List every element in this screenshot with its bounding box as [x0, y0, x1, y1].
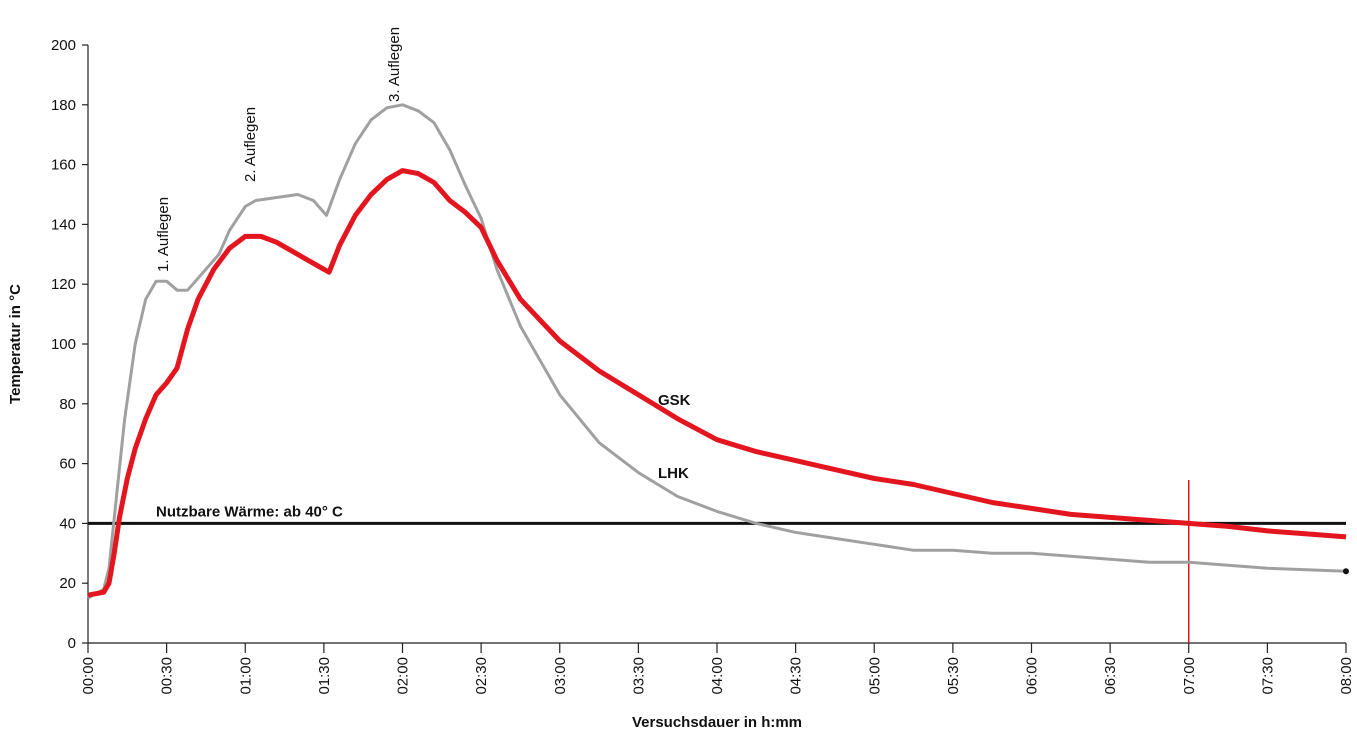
y-tick-label: 0	[68, 635, 76, 652]
y-tick-label: 120	[51, 276, 76, 293]
x-tick-label: 05:00	[866, 657, 883, 695]
y-tick-label: 100	[51, 336, 76, 353]
series-line	[87, 168, 1347, 598]
y-tick-label: 40	[59, 515, 76, 532]
x-tick-label: 01:00	[237, 657, 254, 695]
x-tick-label: 00:00	[80, 657, 97, 695]
annotation: 2. Auflegen	[242, 107, 259, 182]
x-tick-label: 07:30	[1259, 657, 1276, 695]
series-label: LHK	[658, 465, 689, 482]
y-tick-label: 180	[51, 97, 76, 114]
y-axis-label: Temperatur in °C	[7, 284, 24, 404]
series-line	[87, 103, 1347, 600]
x-tick-label: 06:30	[1102, 657, 1119, 695]
y-tick-label: 160	[51, 157, 76, 174]
y-tick-label: 200	[51, 37, 76, 54]
x-tick-label: 06:00	[1024, 657, 1041, 695]
x-tick-label: 01:30	[316, 657, 333, 695]
x-tick-label: 07:00	[1181, 657, 1198, 695]
series-label: GSK	[658, 392, 691, 409]
threshold-label: Nutzbare Wärme: ab 40° C	[156, 503, 343, 520]
x-tick-label: 03:30	[630, 657, 647, 695]
x-tick-label: 02:00	[395, 657, 412, 695]
x-tick-label: 08:00	[1338, 657, 1355, 695]
x-axis-label: Versuchsdauer in h:mm	[632, 714, 802, 731]
end-point	[1343, 568, 1349, 575]
y-tick-label: 80	[59, 396, 76, 413]
x-tick-label: 04:30	[788, 657, 805, 695]
y-tick-label: 140	[51, 216, 76, 233]
annotation: 1. Auflegen	[155, 197, 172, 272]
annotation: 3. Auflegen	[386, 27, 403, 102]
x-tick-label: 03:00	[552, 657, 569, 695]
x-tick-label: 04:00	[709, 657, 726, 695]
y-tick-label: 20	[59, 575, 76, 592]
x-tick-label: 02:30	[473, 657, 490, 695]
x-tick-label: 05:30	[945, 657, 962, 695]
x-tick-label: 00:30	[159, 657, 176, 695]
y-tick-label: 60	[59, 456, 76, 473]
